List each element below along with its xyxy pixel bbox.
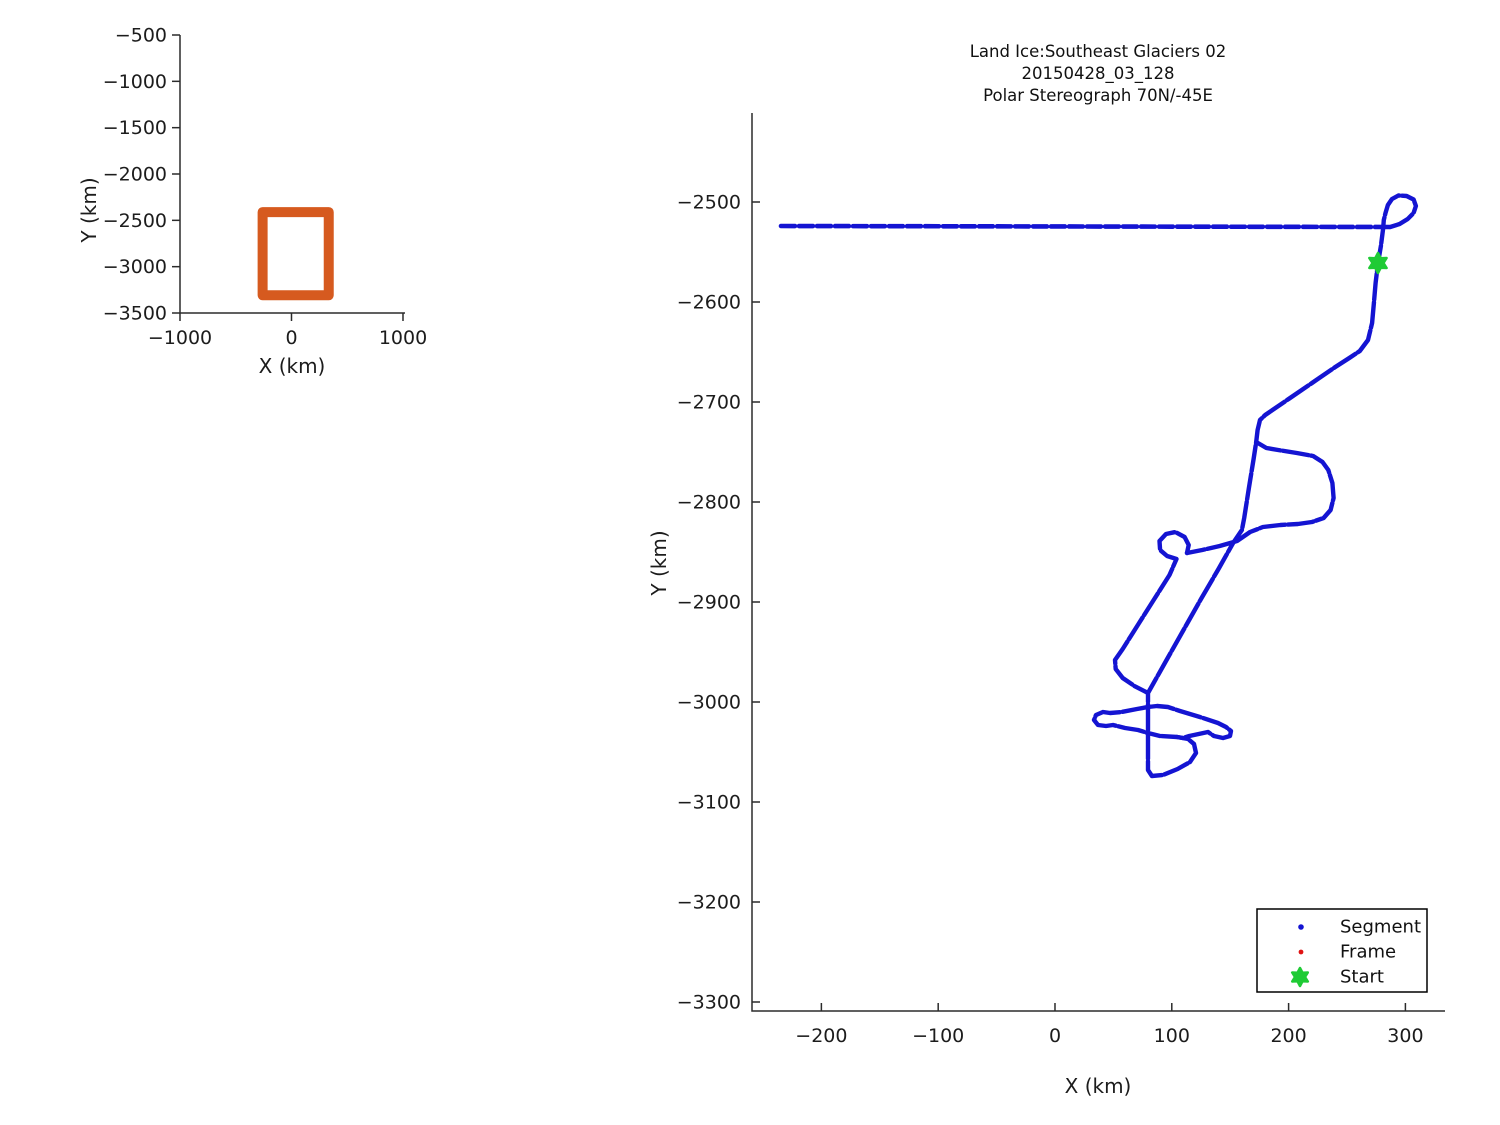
- start-marker: [1368, 251, 1388, 275]
- main-x-axis-label: X (km): [1064, 1074, 1132, 1098]
- track-east-arm: [1145, 703, 1234, 741]
- track-west-arm: [1091, 704, 1163, 739]
- y-tick-label: −2500: [677, 192, 741, 214]
- legend-marker-start: [1290, 966, 1310, 988]
- x-tick-label: 100: [1154, 1025, 1190, 1047]
- legend-marker-segment: [1298, 924, 1304, 930]
- x-tick-label: −100: [912, 1025, 964, 1047]
- x-tick-label: 1000: [379, 327, 427, 349]
- x-tick-label: 0: [1049, 1025, 1061, 1047]
- axis-spines: [179, 35, 405, 314]
- coverage-rectangle: [257, 207, 334, 301]
- y-tick-label: −3200: [677, 892, 741, 914]
- y-tick-label: −3000: [677, 692, 741, 714]
- main-title-line3: Polar Stereograph 70N/-45E: [983, 86, 1213, 105]
- legend-label-frame: Frame: [1340, 941, 1397, 963]
- x-tick-label: 200: [1270, 1025, 1306, 1047]
- track-small-loop-southwest-leg: [1112, 529, 1191, 696]
- main-title-block: Land Ice:Southeast Glaciers 02 20150428_…: [748, 41, 1448, 107]
- legend-marker-frame: [1298, 949, 1304, 955]
- y-tick-label: −1500: [103, 117, 167, 139]
- overview-plot: −500−1000−1500−2000−2500−3000−3500−1000 0…: [103, 25, 427, 350]
- y-tick-label: −500: [115, 25, 167, 47]
- main-y-axis-label: Y (km): [647, 530, 671, 596]
- track-east-lobe: [1184, 439, 1336, 556]
- y-tick-label: −2600: [677, 292, 741, 314]
- x-tick-label: −1000: [148, 327, 212, 349]
- y-tick-label: −2000: [103, 164, 167, 186]
- legend-box: [1256, 908, 1428, 993]
- y-tick-label: −3500: [103, 303, 167, 325]
- y-tick-label: −3100: [677, 792, 741, 814]
- overview-y-axis-label: Y (km): [77, 177, 101, 243]
- y-tick-label: −3000: [103, 256, 167, 278]
- overview-x-axis-label: X (km): [258, 354, 326, 378]
- y-tick-label: −1000: [103, 71, 167, 93]
- x-tick-label: −200: [795, 1025, 847, 1047]
- y-tick-label: −2900: [677, 592, 741, 614]
- y-tick-label: −3300: [677, 992, 741, 1014]
- main-title-line1: Land Ice:Southeast Glaciers 02: [969, 42, 1227, 61]
- y-tick-label: −2800: [677, 492, 741, 514]
- y-tick-label: −2700: [677, 392, 741, 414]
- legend-frame: [1256, 908, 1428, 993]
- main-plot: −2500 −2600 −2700 −2800 −2900 −3000 −3100 −3200…: [677, 113, 1445, 1047]
- track-transit-line: [778, 223, 1393, 230]
- track-main-track: [1145, 193, 1419, 779]
- main-title-line2: 20150428_03_128: [1021, 64, 1175, 83]
- legend-label-segment: Segment: [1340, 916, 1421, 938]
- x-tick-label: 0: [285, 327, 297, 349]
- axis-spines: [751, 113, 1445, 1012]
- y-tick-label: −2500: [103, 210, 167, 232]
- x-tick-label: 300: [1387, 1025, 1423, 1047]
- legend-label-start: Start: [1340, 966, 1384, 988]
